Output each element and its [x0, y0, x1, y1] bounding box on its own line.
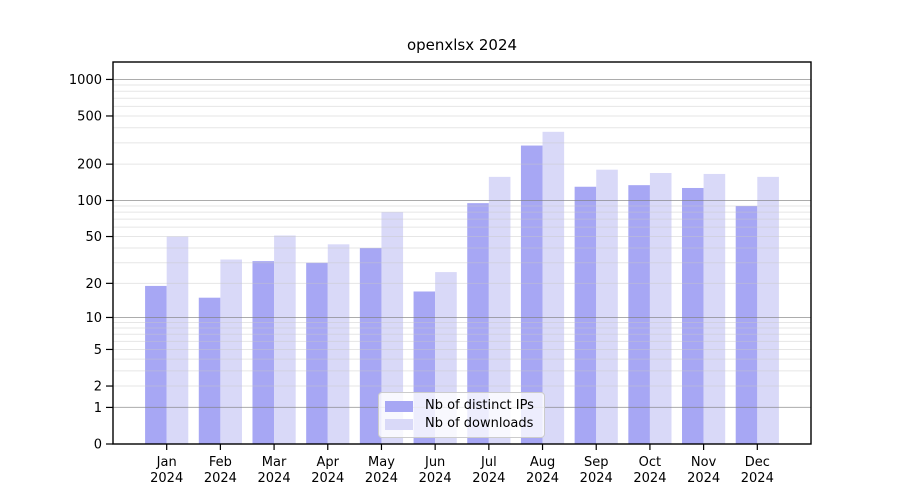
x-tick-label-month-mar: Mar [262, 455, 287, 470]
y-tick-label-200: 200 [77, 158, 102, 173]
bar-downloads-nov [703, 173, 726, 444]
y-tick-label-100: 100 [77, 194, 102, 209]
x-tick-label-year-nov: 2024 [687, 471, 720, 486]
x-tick-label-month-feb: Feb [209, 455, 232, 470]
y-tick-label-500: 500 [77, 109, 102, 124]
x-tick-label-month-sep: Sep [584, 455, 609, 470]
bar-downloads-oct [649, 173, 672, 444]
x-tick-label-year-aug: 2024 [526, 471, 559, 486]
x-tick-label-year-mar: 2024 [258, 471, 291, 486]
y-tick-label-1000: 1000 [69, 73, 102, 88]
y-tick-label-50: 50 [85, 230, 102, 245]
x-tick-label-month-apr: Apr [317, 455, 340, 470]
bar-downloads-jan [166, 236, 189, 444]
x-tick-label-year-may: 2024 [365, 471, 398, 486]
y-tick-label-0: 0 [94, 438, 102, 453]
bar-distinct-ips-sep [574, 186, 597, 445]
chart-title: openxlsx 2024 [406, 36, 518, 54]
x-tick-label-month-jan: Jan [156, 455, 177, 470]
x-tick-label-month-aug: Aug [530, 455, 555, 470]
legend-label-distinct-ips: Nb of distinct IPs [425, 398, 534, 413]
y-tick-label-5: 5 [94, 343, 102, 358]
legend-item-downloads: Nb of downloads [385, 416, 536, 432]
x-tick-label-year-sep: 2024 [580, 471, 613, 486]
bar-distinct-ips-dec [735, 205, 758, 444]
bar-distinct-ips-may [359, 248, 382, 444]
x-tick-label-year-jun: 2024 [419, 471, 452, 486]
bar-downloads-apr [327, 244, 350, 444]
x-tick-label-month-oct: Oct [639, 455, 661, 470]
legend-item-distinct-ips: Nb of distinct IPs [385, 398, 536, 414]
y-tick-label-2: 2 [94, 380, 102, 395]
bar-downloads-mar [274, 235, 296, 444]
bar-downloads-aug [542, 131, 565, 444]
bar-downloads-dec [757, 176, 779, 444]
x-tick-label-year-oct: 2024 [633, 471, 666, 486]
bar-distinct-ips-jan [145, 285, 167, 444]
bar-distinct-ips-aug [520, 145, 543, 445]
x-tick-label-year-apr: 2024 [311, 471, 344, 486]
legend-swatch-distinct-ips [385, 400, 413, 412]
bar-downloads-may [381, 212, 404, 444]
axes-frame [112, 61, 812, 445]
y-tick-label-10: 10 [85, 311, 102, 326]
x-tick-label-month-jul: Jul [480, 455, 497, 470]
x-tick-label-year-jan: 2024 [150, 471, 183, 486]
x-tick-label-year-dec: 2024 [741, 471, 774, 486]
x-tick-label-month-dec: Dec [745, 455, 770, 470]
x-tick-label-month-may: May [368, 455, 395, 470]
bar-downloads-feb [220, 259, 242, 444]
x-tick-label-month-nov: Nov [691, 455, 717, 470]
x-tick-label-month-jun: Jun [424, 455, 445, 470]
bar-downloads-jul [488, 176, 511, 444]
bar-distinct-ips-jul [467, 203, 489, 444]
x-tick-label-year-jul: 2024 [472, 471, 505, 486]
legend-label-downloads: Nb of downloads [425, 416, 534, 431]
bar-distinct-ips-apr [306, 262, 328, 444]
legend-swatch-downloads [385, 418, 413, 430]
x-tick-label-year-feb: 2024 [204, 471, 237, 486]
bar-distinct-ips-nov [682, 187, 704, 444]
bar-distinct-ips-mar [252, 261, 275, 444]
y-tick-label-1: 1 [94, 401, 102, 416]
bar-downloads-sep [596, 169, 618, 444]
y-tick-label-20: 20 [85, 277, 102, 292]
bar-distinct-ips-oct [628, 185, 650, 445]
legend: Nb of distinct IPs Nb of downloads [378, 392, 545, 438]
